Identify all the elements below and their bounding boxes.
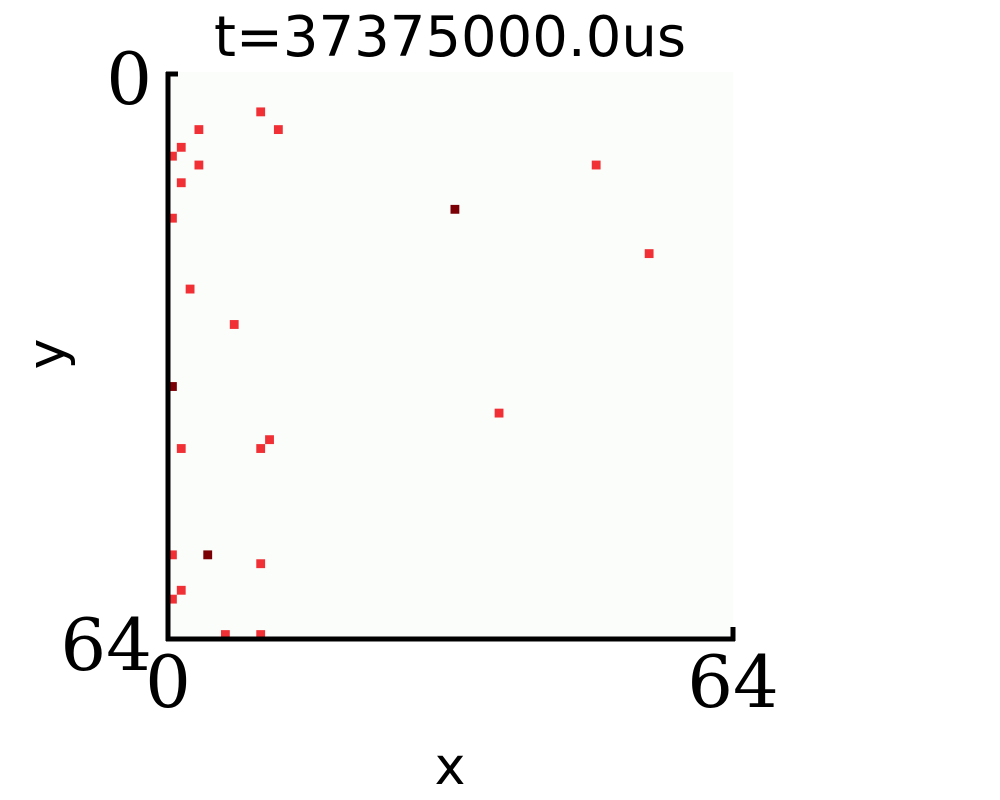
event-pixel-12 xyxy=(229,320,239,329)
event-pixel-5 xyxy=(194,160,204,170)
event-pixel-14 xyxy=(494,408,504,418)
x-tick-label-64: 64 xyxy=(687,640,779,724)
event-pixel-11 xyxy=(185,284,195,294)
x-axis-label: x xyxy=(435,737,466,797)
y-tick-label-64: 64 xyxy=(60,603,152,687)
event-pixel-16 xyxy=(176,444,186,453)
event-pixel-13 xyxy=(168,382,177,391)
y-tick-label-0: 0 xyxy=(106,37,152,121)
y-axis-label: y xyxy=(17,339,77,370)
event-pixel-17 xyxy=(256,444,266,453)
event-pixel-8 xyxy=(450,204,460,214)
event-pixel-22 xyxy=(168,594,177,604)
event-pixels xyxy=(168,107,654,639)
event-pixel-3 xyxy=(176,142,186,152)
event-pixel-18 xyxy=(168,550,177,560)
x-tick-label-0: 0 xyxy=(145,640,191,724)
event-pixel-2 xyxy=(194,125,204,135)
event-pixel-0 xyxy=(256,107,266,117)
event-pixel-7 xyxy=(176,178,186,188)
event-pixel-9 xyxy=(168,213,177,223)
event-pixel-21 xyxy=(176,585,186,595)
event-pixel-19 xyxy=(203,550,213,560)
event-pixel-4 xyxy=(168,151,177,161)
event-pixel-23 xyxy=(220,630,230,639)
event-pixel-1 xyxy=(273,125,283,135)
event-pixel-20 xyxy=(256,559,266,569)
event-pixel-10 xyxy=(644,249,654,259)
event-pixel-15 xyxy=(265,435,274,445)
plot-area xyxy=(168,72,733,639)
event-pixel-24 xyxy=(256,630,266,639)
event-pixel-6 xyxy=(591,160,601,170)
chart-title: t=37375000.0us xyxy=(214,5,686,70)
